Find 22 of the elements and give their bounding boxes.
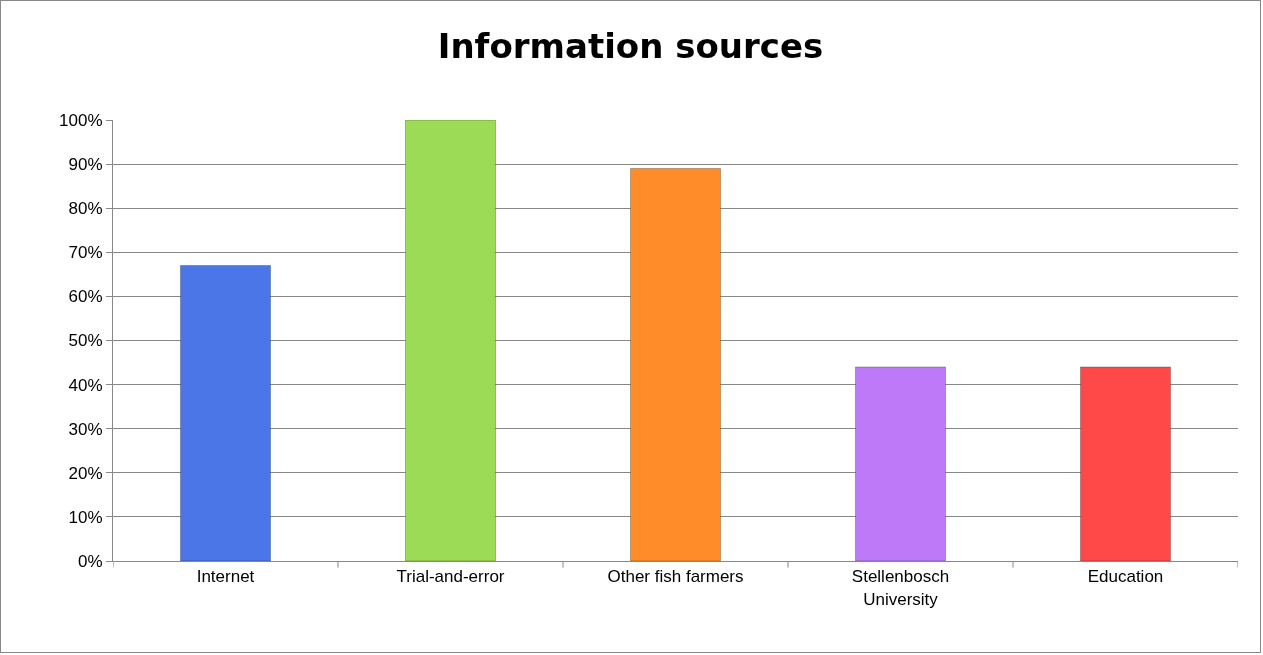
chart-title: Information sources	[437, 26, 824, 67]
y-tick-label: 70%	[68, 243, 103, 263]
bar	[1080, 366, 1171, 561]
y-tick-label: 80%	[68, 199, 103, 219]
y-tick-label: 40%	[68, 375, 103, 395]
y-tick-label: 100%	[59, 110, 103, 130]
y-tick-label: 30%	[68, 419, 103, 439]
bar	[405, 120, 496, 561]
y-tick-label: 50%	[68, 331, 103, 351]
bar	[855, 366, 946, 561]
bar	[630, 168, 721, 561]
x-tick-label: Education	[1087, 567, 1164, 587]
y-tick-label: 90%	[68, 155, 103, 175]
y-tick-label: 60%	[68, 287, 103, 307]
y-tick-label: 20%	[68, 463, 103, 483]
x-tick-label: Trial-and-error	[396, 567, 505, 587]
x-tick-label: Other fish farmers	[607, 567, 744, 587]
y-tick-label: 10%	[68, 507, 103, 527]
x-tick-label: Stellenbosch University	[851, 567, 950, 609]
bar	[180, 265, 271, 561]
y-tick-label: 0%	[78, 551, 103, 571]
x-tick-label: Internet	[196, 567, 255, 587]
